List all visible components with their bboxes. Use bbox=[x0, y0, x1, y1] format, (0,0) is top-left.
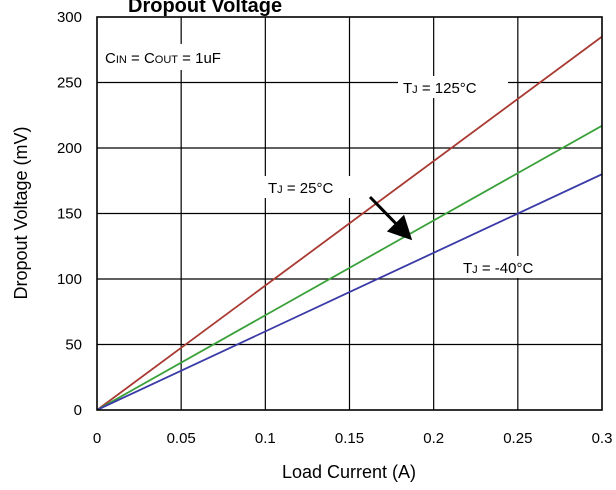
condition-box bbox=[102, 44, 230, 70]
x-tick-label: 0.05 bbox=[167, 430, 196, 447]
y-tick-label: 0 bbox=[74, 402, 82, 419]
label-m40-box bbox=[458, 256, 562, 278]
x-tick-label: 0.3 bbox=[592, 430, 613, 447]
x-tick-label: 0.25 bbox=[503, 430, 532, 447]
label-125-annotation: TJ = 125°C bbox=[403, 80, 477, 97]
y-tick-label: 250 bbox=[57, 75, 82, 92]
plot-frame bbox=[96, 16, 603, 411]
y-tick-label: 150 bbox=[57, 206, 82, 223]
grid bbox=[97, 17, 602, 410]
label-25-arrow bbox=[368, 195, 413, 241]
y-tick-label: 200 bbox=[57, 140, 82, 157]
y-axis-label: Dropout Voltage (mV) bbox=[11, 126, 31, 299]
series-group bbox=[97, 35, 602, 410]
x-tick-label: 0 bbox=[93, 430, 101, 447]
y-tick-label: 50 bbox=[65, 337, 82, 354]
y-tick-label: 100 bbox=[57, 271, 82, 288]
label-25-annotation: TJ = 25°C bbox=[268, 180, 333, 197]
x-tick-labels: 0 0.05 0.1 0.15 0.2 0.25 0.3 bbox=[93, 430, 613, 447]
series-line bbox=[97, 173, 602, 410]
label-125-box bbox=[398, 76, 508, 98]
condition-annotation: CIN = COUT = 1uF bbox=[105, 50, 221, 67]
y-tick-label: 300 bbox=[57, 9, 82, 26]
label-m40-annotation: TJ = -40°C bbox=[463, 260, 533, 277]
chart-title: Dropout Voltage bbox=[128, 0, 282, 17]
series-line bbox=[97, 124, 602, 410]
series-line bbox=[97, 35, 602, 410]
x-tick-label: 0.2 bbox=[423, 430, 444, 447]
x-axis-label: Load Current (A) bbox=[282, 462, 416, 482]
x-tick-label: 0.15 bbox=[335, 430, 364, 447]
x-tick-label: 0.1 bbox=[255, 430, 276, 447]
label-25-box bbox=[264, 176, 360, 198]
y-tick-labels: 0 50 100 150 200 250 300 bbox=[57, 9, 82, 419]
